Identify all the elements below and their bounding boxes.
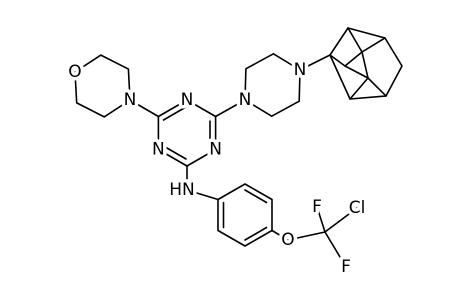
double-bond xyxy=(244,189,268,204)
atom-label: HN xyxy=(169,180,195,200)
bond xyxy=(316,206,326,233)
atom-label: Cl xyxy=(349,198,366,218)
atom-label: N xyxy=(209,140,222,160)
bond xyxy=(299,54,331,71)
bond xyxy=(324,207,358,233)
double-bond xyxy=(244,226,268,241)
adamantane xyxy=(344,51,363,67)
adamantane xyxy=(361,37,386,53)
piperazine-ring xyxy=(244,52,301,117)
atom-label: N xyxy=(239,90,252,110)
atom-label: F xyxy=(341,257,351,277)
benzene-ring xyxy=(217,183,273,247)
bond xyxy=(324,231,347,268)
atom-label: F xyxy=(312,197,322,217)
bond xyxy=(186,189,219,201)
atom-label: N xyxy=(294,60,307,80)
morpholine-ring xyxy=(74,54,131,118)
bond xyxy=(271,229,289,241)
atom-labels: O N N N N N N HN O F Cl F xyxy=(65,57,369,281)
atom-label: O xyxy=(281,230,294,250)
atom-label: N xyxy=(152,140,165,160)
double-bond xyxy=(162,106,187,121)
bonds xyxy=(74,27,403,268)
atom-label: N xyxy=(181,90,194,110)
bond xyxy=(287,231,326,241)
atom-label: N xyxy=(124,90,137,110)
adamantane xyxy=(329,54,387,97)
double-bond xyxy=(162,145,187,160)
atom-label: O xyxy=(68,62,81,82)
adamantane xyxy=(347,27,369,100)
bond xyxy=(129,99,160,118)
bond xyxy=(214,99,246,118)
